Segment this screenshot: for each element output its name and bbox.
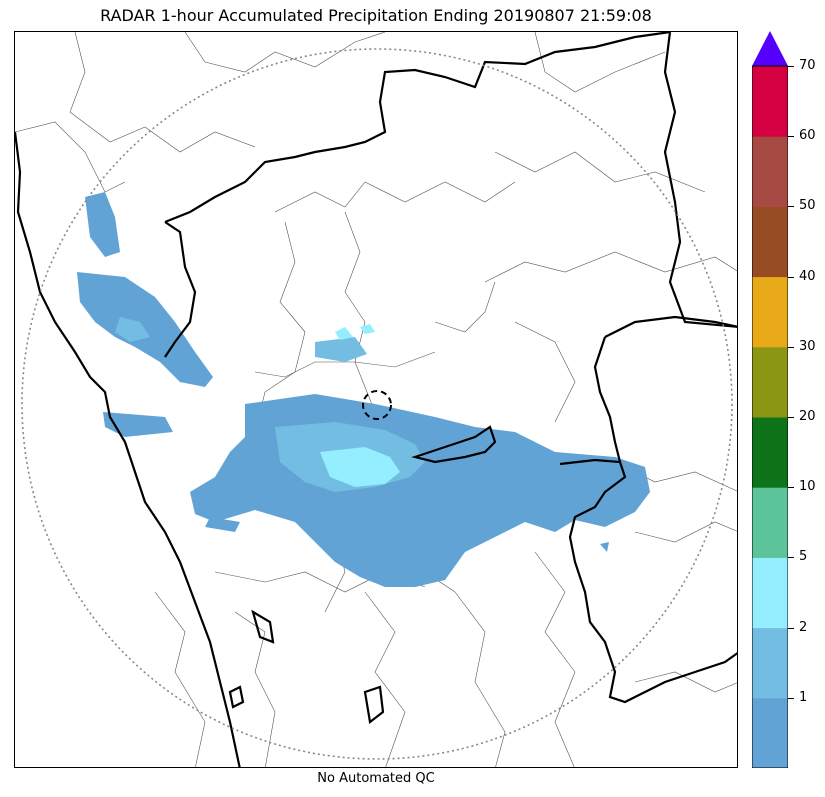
colorbar-swatch — [752, 346, 788, 418]
colorbar-tick — [788, 276, 794, 278]
colorbar-tick — [788, 66, 794, 67]
colorbar-swatch — [752, 66, 788, 137]
colorbar-label: 40 — [799, 268, 816, 284]
colorbar-label: 20 — [799, 409, 816, 424]
colorbar-tick — [788, 417, 794, 418]
colorbar-swatch — [752, 417, 788, 488]
precip-heavy — [320, 324, 400, 487]
colorbar-tick — [788, 136, 794, 138]
range-ring — [21, 48, 733, 760]
colorbar-swatch — [752, 557, 788, 629]
precip-colorbar — [752, 31, 788, 768]
colorbar-label: 10 — [799, 479, 816, 495]
map-title: RADAR 1-hour Accumulated Precipitation E… — [100, 6, 652, 25]
colorbar-swatch — [752, 276, 788, 348]
district-boundaries — [15, 32, 737, 767]
colorbar-swatch — [752, 697, 788, 768]
colorbar-swatch — [752, 627, 788, 699]
colorbar-extend-arrow — [752, 31, 788, 66]
colorbar-tick — [788, 627, 794, 629]
colorbar-swatch — [752, 206, 788, 278]
colorbar-label: 50 — [799, 198, 816, 214]
colorbar-swatch — [752, 136, 788, 207]
colorbar-label: 5 — [799, 549, 808, 565]
colorbar-tick — [788, 206, 794, 208]
qc-note: No Automated QC — [317, 771, 435, 786]
colorbar-label: 60 — [799, 128, 816, 144]
colorbar-tick — [788, 487, 794, 489]
colorbar-label: 2 — [799, 619, 808, 635]
colorbar-tick — [788, 557, 794, 559]
colorbar-tick — [788, 346, 794, 348]
colorbar-label: 30 — [799, 338, 816, 354]
radar-map[interactable] — [14, 31, 738, 768]
colorbar-tick — [788, 697, 794, 699]
colorbar-label: 70 — [799, 58, 816, 73]
colorbar-label: 1 — [799, 689, 808, 705]
colorbar-swatch — [752, 487, 788, 558]
state-boundaries — [15, 32, 737, 767]
radar-site-marker — [362, 390, 392, 420]
